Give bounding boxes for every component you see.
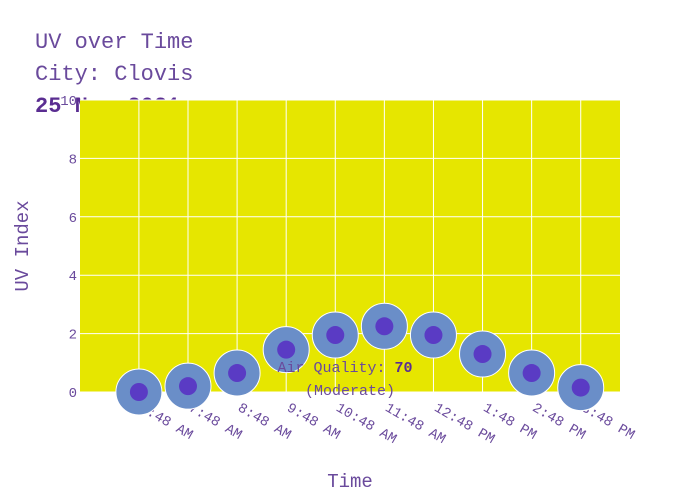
uv-point-marker — [424, 326, 443, 345]
y-tick-label: 10 — [60, 94, 77, 110]
y-axis-title: UV Index — [12, 200, 34, 291]
uv-data-point — [213, 349, 261, 397]
uv-point-marker — [179, 377, 197, 396]
uv-point-marker — [277, 340, 296, 359]
uv-data-point — [409, 311, 457, 359]
uv-data-point — [164, 362, 212, 410]
uv-point-marker — [326, 326, 345, 345]
air-quality-category: (Moderate) — [305, 383, 395, 400]
uv-point-marker — [571, 378, 590, 397]
uv-point-marker — [473, 345, 492, 364]
chart-title-line-2: City: Clovis — [35, 62, 194, 87]
uv-data-point — [311, 311, 359, 359]
y-tick-labels: 0 2 4 6 8 10 — [60, 94, 77, 402]
y-tick-label: 2 — [69, 328, 77, 344]
uv-data-point — [360, 302, 408, 350]
y-tick-label: 6 — [69, 211, 77, 227]
x-tick-label: 8:48 AM — [235, 400, 294, 443]
air-quality-annotation: Air Quality: 70 — [277, 360, 412, 377]
uv-point-marker — [375, 317, 394, 336]
chart-title-line-1: UV over Time — [35, 30, 194, 55]
y-tick-label: 4 — [69, 269, 77, 285]
uv-data-point — [557, 364, 605, 412]
air-quality-value: 70 — [395, 360, 413, 377]
y-tick-label: 0 — [69, 386, 77, 402]
x-axis-title: Time — [327, 471, 373, 493]
data-points — [115, 302, 605, 416]
uv-point-marker — [522, 364, 541, 383]
uv-data-point — [115, 368, 163, 416]
x-tick-label: 9:48 AM — [284, 400, 343, 443]
uv-point-marker — [129, 383, 148, 401]
y-tick-label: 8 — [69, 152, 77, 168]
air-quality-prefix: Air Quality: — [277, 360, 394, 377]
uv-data-point — [508, 349, 556, 397]
uv-data-point — [262, 326, 310, 374]
uv-point-marker — [228, 364, 247, 383]
uv-data-point — [459, 330, 507, 378]
